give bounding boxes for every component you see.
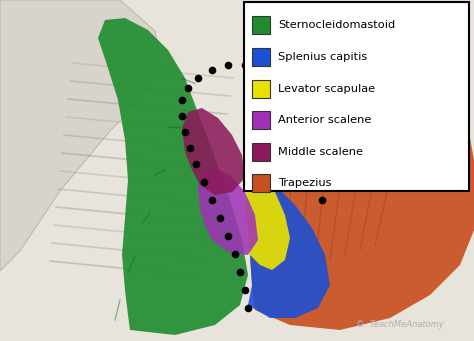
FancyBboxPatch shape	[252, 111, 270, 129]
Polygon shape	[245, 168, 290, 270]
Text: Anterior scalene: Anterior scalene	[278, 115, 372, 125]
Text: Sternocleidomastoid: Sternocleidomastoid	[278, 20, 395, 30]
Polygon shape	[0, 0, 160, 271]
FancyBboxPatch shape	[244, 2, 469, 191]
Polygon shape	[250, 25, 474, 330]
Polygon shape	[98, 18, 248, 335]
Polygon shape	[248, 178, 330, 318]
FancyBboxPatch shape	[252, 143, 270, 161]
FancyBboxPatch shape	[252, 48, 270, 66]
Text: Middle scalene: Middle scalene	[278, 147, 363, 157]
Text: Trapezius: Trapezius	[278, 178, 332, 188]
Text: Levator scapulae: Levator scapulae	[278, 84, 375, 93]
Text: Splenius capitis: Splenius capitis	[278, 52, 367, 62]
FancyBboxPatch shape	[252, 79, 270, 98]
Text: ©  TeachMeAnatomy: © TeachMeAnatomy	[356, 320, 444, 329]
Polygon shape	[198, 168, 258, 255]
FancyBboxPatch shape	[252, 174, 270, 192]
FancyBboxPatch shape	[252, 16, 270, 34]
Polygon shape	[182, 108, 245, 195]
